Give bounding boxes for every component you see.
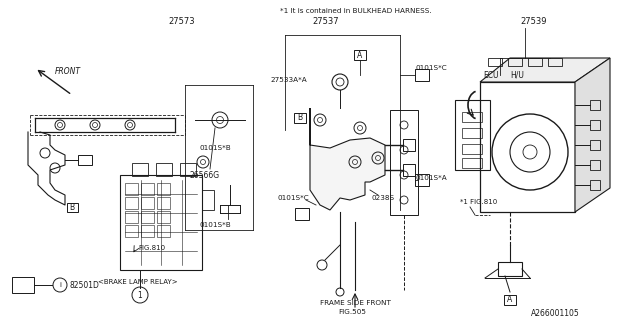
Bar [157, 211, 170, 223]
Bar [141, 225, 154, 237]
Bar [462, 158, 482, 168]
Bar [157, 225, 170, 237]
Polygon shape [575, 58, 610, 212]
Bar [415, 69, 429, 81]
Bar [180, 163, 196, 176]
Bar [125, 225, 138, 237]
Bar [354, 50, 366, 60]
Polygon shape [480, 58, 610, 82]
Text: A266001105: A266001105 [531, 308, 580, 317]
Bar [132, 163, 148, 176]
Text: ECU: ECU [483, 70, 499, 79]
Text: FRAME SIDE FRONT: FRAME SIDE FRONT [320, 300, 391, 306]
Text: i: i [59, 282, 61, 288]
Bar [157, 183, 170, 195]
Bar [295, 208, 309, 220]
Bar [403, 164, 415, 176]
Polygon shape [310, 108, 385, 210]
Bar [403, 139, 415, 151]
Bar [415, 174, 429, 186]
Bar [141, 211, 154, 223]
Bar [508, 58, 522, 66]
Text: 0101S*B: 0101S*B [200, 145, 232, 151]
Text: 0101S*C: 0101S*C [415, 65, 447, 71]
Bar [78, 155, 92, 165]
Bar [156, 163, 172, 176]
Bar [462, 112, 482, 122]
Text: 26566G: 26566G [190, 171, 220, 180]
Bar [202, 190, 214, 210]
Text: A: A [357, 51, 363, 60]
Bar [480, 82, 575, 212]
Bar [141, 197, 154, 209]
Text: *1 FIG.810: *1 FIG.810 [460, 199, 497, 205]
Bar [590, 180, 600, 190]
Text: *1 It is contained in BULKHEAD HARNESS.: *1 It is contained in BULKHEAD HARNESS. [280, 8, 431, 14]
Bar [528, 58, 542, 66]
Text: <BRAKE LAMP RELAY>: <BRAKE LAMP RELAY> [98, 279, 178, 285]
Text: 27537: 27537 [312, 18, 339, 27]
Text: B: B [298, 114, 303, 123]
Text: B: B [69, 203, 75, 212]
Bar [294, 113, 306, 123]
Bar [548, 58, 562, 66]
Bar [590, 160, 600, 170]
Bar [141, 183, 154, 195]
Bar [590, 140, 600, 150]
Bar [498, 262, 522, 276]
Text: 27533A*A: 27533A*A [270, 77, 307, 83]
Bar [125, 197, 138, 209]
Bar [390, 110, 418, 215]
Text: FIG.810: FIG.810 [138, 245, 165, 251]
Bar [504, 295, 516, 305]
Bar [462, 128, 482, 138]
Bar [590, 120, 600, 130]
Text: A: A [508, 295, 513, 305]
Text: FRONT: FRONT [55, 68, 81, 76]
Text: 0238S: 0238S [372, 195, 395, 201]
Bar [67, 203, 77, 212]
Text: FIG.505: FIG.505 [338, 309, 366, 315]
Text: 0101S*B: 0101S*B [200, 222, 232, 228]
Bar [12, 277, 34, 293]
Bar [157, 197, 170, 209]
Bar [455, 100, 490, 170]
Bar [125, 183, 138, 195]
Bar [590, 100, 600, 110]
Text: 27539: 27539 [520, 18, 547, 27]
Text: 1: 1 [138, 291, 142, 300]
Bar [488, 58, 502, 66]
Text: 27573: 27573 [168, 18, 195, 27]
Bar [462, 144, 482, 154]
Text: 82501D: 82501D [69, 281, 99, 290]
Text: 0101S*A: 0101S*A [415, 175, 447, 181]
Text: H/U: H/U [510, 70, 524, 79]
Bar [125, 211, 138, 223]
Text: 0101S*C: 0101S*C [278, 195, 310, 201]
Bar [120, 175, 202, 270]
